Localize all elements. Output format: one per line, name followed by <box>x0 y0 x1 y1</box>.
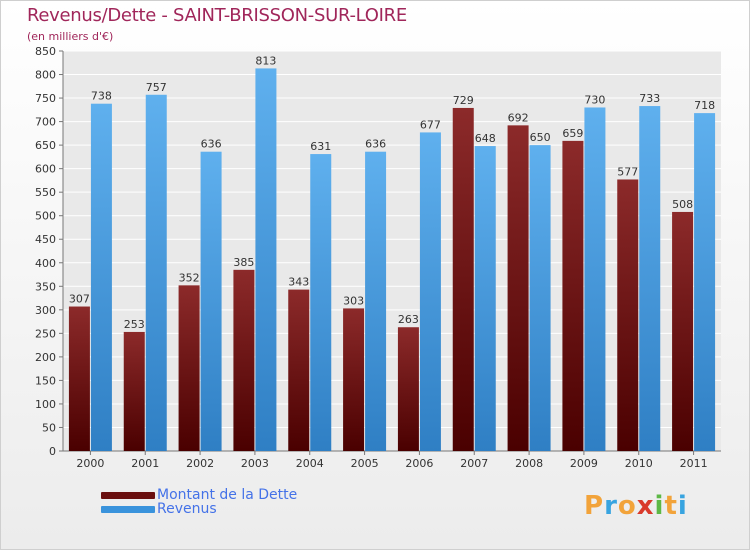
y-tick-label: 450 <box>35 233 56 246</box>
bar-revenus <box>145 94 167 451</box>
data-label-revenus: 631 <box>310 140 331 153</box>
bar-dette <box>562 140 584 451</box>
x-tick-label: 2003 <box>241 457 269 470</box>
data-label-dette: 659 <box>562 127 583 140</box>
bar-dette <box>343 308 365 451</box>
bar-dette <box>397 327 419 451</box>
bar-revenus <box>200 151 222 452</box>
y-tick-label: 50 <box>42 421 56 434</box>
bar-revenus <box>310 154 332 451</box>
y-tick-label: 350 <box>35 280 56 293</box>
data-label-revenus: 738 <box>91 90 112 103</box>
legend-label-dette: Montant de la Dette <box>157 487 298 503</box>
legend-swatch-dette <box>101 491 155 499</box>
data-label-dette: 385 <box>233 256 254 269</box>
bar-revenus <box>639 106 661 451</box>
chart-title: Revenus/Dette - SAINT-BRISSON-SUR-LOIRE <box>27 5 407 26</box>
data-label-revenus: 636 <box>365 138 386 151</box>
y-tick-label: 100 <box>35 398 56 411</box>
chart-subtitle: (en milliers d'€) <box>27 30 114 43</box>
data-label-dette: 577 <box>617 165 638 178</box>
bar-revenus <box>90 103 112 452</box>
data-label-dette: 729 <box>453 94 474 107</box>
y-tick-label: 400 <box>35 257 56 270</box>
y-tick-label: 500 <box>35 210 56 223</box>
bar-dette <box>288 289 310 451</box>
data-label-dette: 692 <box>508 111 529 124</box>
bar-dette <box>452 107 474 452</box>
y-tick-label: 650 <box>35 139 56 152</box>
data-label-dette: 303 <box>343 294 364 307</box>
legend-item-dette: Montant de la Dette <box>101 487 297 503</box>
logo-letter: t <box>664 491 678 521</box>
x-tick-label: 2011 <box>680 457 708 470</box>
data-label-dette: 253 <box>124 318 145 331</box>
bar-dette <box>233 269 255 451</box>
logo-letter: i <box>677 491 688 521</box>
data-label-dette: 352 <box>179 271 200 284</box>
x-tick-label: 2002 <box>186 457 214 470</box>
data-label-dette: 508 <box>672 198 693 211</box>
y-tick-label: 700 <box>35 116 56 129</box>
y-tick-label: 300 <box>35 304 56 317</box>
bar-revenus <box>529 145 551 451</box>
x-tick-label: 2010 <box>625 457 653 470</box>
y-tick-label: 600 <box>35 163 56 176</box>
logo-letter: P <box>584 491 605 521</box>
data-label-revenus: 733 <box>639 92 660 105</box>
y-tick-label: 150 <box>35 374 56 387</box>
bar-dette <box>68 306 90 451</box>
y-tick-label: 850 <box>35 45 56 58</box>
bar-dette <box>617 179 639 451</box>
data-label-dette: 307 <box>69 293 90 306</box>
x-tick-label: 2009 <box>570 457 598 470</box>
bar-dette <box>672 211 694 451</box>
legend-swatch-revenus <box>101 505 155 513</box>
data-label-revenus: 813 <box>255 54 276 67</box>
data-label-revenus: 648 <box>475 132 496 145</box>
legend-label-revenus: Revenus <box>157 501 217 517</box>
bar-dette <box>507 125 529 452</box>
bar-revenus <box>584 107 606 452</box>
bar-dette <box>123 331 145 451</box>
data-label-dette: 343 <box>288 276 309 289</box>
y-tick-label: 200 <box>35 351 56 364</box>
bar-revenus <box>694 113 716 451</box>
data-label-dette: 263 <box>398 313 419 326</box>
x-tick-label: 2004 <box>296 457 324 470</box>
logo-letter: r <box>604 491 618 521</box>
logo-letter: x <box>636 491 655 521</box>
x-tick-label: 2005 <box>351 457 379 470</box>
data-label-revenus: 718 <box>694 99 715 112</box>
bar-dette <box>178 285 200 451</box>
data-label-revenus: 677 <box>420 118 441 131</box>
x-tick-label: 2001 <box>131 457 159 470</box>
legend-item-revenus: Revenus <box>101 501 217 517</box>
y-tick-label: 250 <box>35 327 56 340</box>
bar-revenus <box>255 68 277 451</box>
data-label-revenus: 757 <box>146 81 167 94</box>
plot-area <box>63 51 721 451</box>
logo-letter: i <box>654 491 665 521</box>
bar-revenus <box>365 151 387 452</box>
data-label-revenus: 730 <box>584 93 605 106</box>
x-tick-label: 2008 <box>515 457 543 470</box>
proxiti-logo: Proxiti <box>584 491 688 521</box>
x-tick-label: 2000 <box>76 457 104 470</box>
data-label-revenus: 650 <box>530 131 551 144</box>
x-tick-label: 2007 <box>460 457 488 470</box>
y-tick-label: 0 <box>49 445 56 458</box>
y-tick-label: 550 <box>35 186 56 199</box>
x-tick-label: 2006 <box>405 457 433 470</box>
y-tick-label: 750 <box>35 92 56 105</box>
logo-letter: o <box>617 491 637 521</box>
y-tick-label: 800 <box>35 69 56 82</box>
bar-revenus <box>474 146 496 451</box>
data-label-revenus: 636 <box>201 138 222 151</box>
bar-revenus <box>419 132 441 452</box>
